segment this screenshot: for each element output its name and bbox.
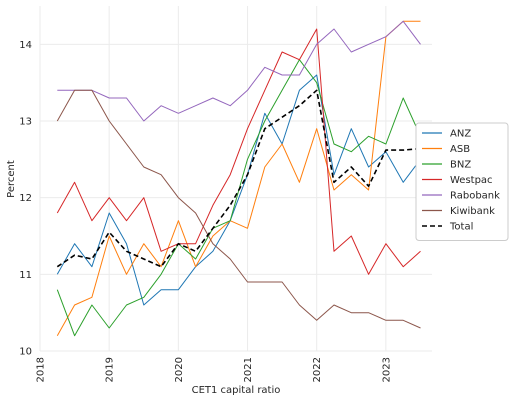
y-tick-label: 14 [19, 40, 32, 51]
series-line-asb [56, 20, 421, 336]
series-line-kiwibank [56, 89, 421, 329]
legend: ANZ ASB BNZ Westpac Rabobank Kiwibank Total [415, 122, 509, 241]
y-tick-label: 11 [19, 270, 32, 281]
x-tick-labels: 2018 2019 2020 2021 2022 2023 [36, 357, 393, 382]
legend-label: ASB [450, 144, 470, 155]
series-line-anz [56, 74, 421, 306]
x-tick-label: 2019 [105, 357, 116, 382]
grid [39, 6, 432, 352]
y-tick-label: 10 [19, 347, 32, 358]
x-tick-label: 2021 [243, 357, 254, 382]
x-axis-title: CET1 capital ratio [192, 385, 281, 396]
x-tick-label: 2022 [312, 357, 323, 382]
legend-label: BNZ [450, 160, 471, 171]
y-axis-title: Percent [6, 160, 17, 198]
x-tick-label: 2020 [174, 357, 185, 382]
x-tick-label: 2023 [381, 357, 392, 382]
legend-label: Total [449, 222, 473, 233]
y-tick-label: 13 [19, 117, 32, 128]
y-tick-label: 12 [19, 193, 32, 204]
legend-label: Kiwibank [450, 206, 495, 217]
series-line-rabobank [57, 20, 421, 122]
legend-label: Westpac [450, 175, 493, 186]
series-lines [56, 20, 421, 337]
legend-label: ANZ [450, 129, 471, 140]
legend-box [415, 122, 509, 241]
y-tick-labels: 10 11 12 13 14 [19, 40, 32, 358]
legend-label: Rabobank [450, 191, 500, 202]
series-line-westpac [56, 28, 421, 275]
x-tick-label: 2018 [36, 357, 47, 382]
series-line-total [56, 89, 421, 268]
